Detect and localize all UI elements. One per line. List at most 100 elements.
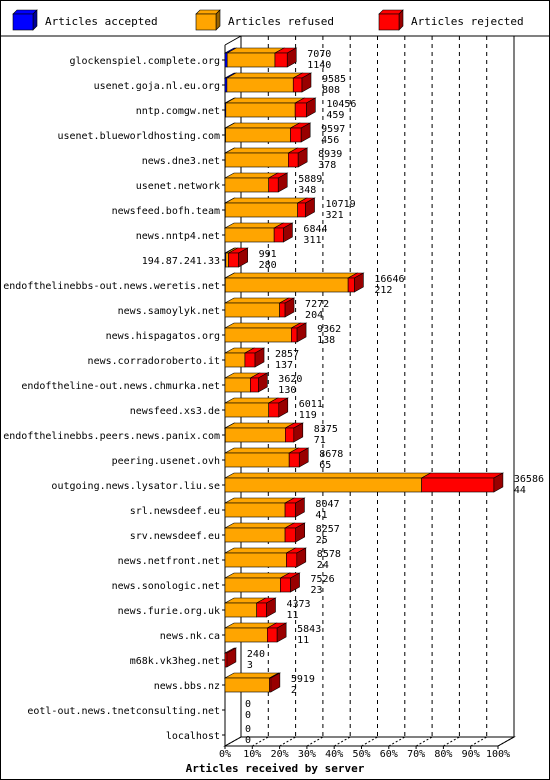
- bar-segment: [228, 252, 239, 268]
- floor-grid-line: [224, 736, 242, 747]
- bar-side-face: [354, 272, 364, 293]
- data-label-bottom: 138: [317, 335, 335, 346]
- category-label: news.nk.ca: [160, 631, 220, 642]
- bar-top-face: [223, 497, 296, 504]
- bar-side-face: [278, 397, 289, 418]
- data-label-bottom: 25: [316, 535, 328, 546]
- bar-segment: [267, 627, 278, 643]
- data-label-top: 5889: [298, 174, 322, 185]
- x-axis-title: Articles received by server: [186, 762, 365, 775]
- category-label: m68k.vk3heg.net: [130, 656, 220, 667]
- data-label-top: 8375: [314, 424, 338, 435]
- data-label-top: 7272: [305, 299, 329, 310]
- bar-top-face: [225, 72, 304, 79]
- data-label-bottom: 41: [315, 510, 327, 521]
- category-label: 194.87.241.33: [142, 256, 220, 267]
- bar-segment: [226, 52, 276, 68]
- data-label-bottom: 0: [245, 735, 251, 746]
- bar-side-face: [300, 122, 311, 143]
- bar-segment: [224, 177, 269, 193]
- data-label-bottom: 456: [321, 135, 339, 146]
- bar-segment: [288, 152, 299, 168]
- bar-segment: [224, 152, 289, 168]
- data-label-top: 240: [247, 649, 265, 660]
- bar-segment: [225, 127, 291, 143]
- data-label-top: 10719: [326, 199, 356, 210]
- bar-segment: [285, 427, 295, 443]
- category-label: newsfeed.bofh.team: [112, 206, 220, 217]
- bar-segment: [292, 77, 303, 93]
- bar-segment: [290, 127, 302, 143]
- bar-side-face: [266, 597, 276, 618]
- legend-label: Articles accepted: [45, 15, 158, 28]
- bar-segment: [224, 627, 268, 643]
- bar-segment: [226, 77, 294, 93]
- category-label: newsfeed.xs3.de: [130, 406, 220, 417]
- data-label-top: 6011: [299, 399, 323, 410]
- category-label: news.netfront.net: [118, 556, 220, 567]
- category-label: nntp.comgw.net: [136, 106, 220, 117]
- bar-segment: [224, 352, 246, 368]
- bar-top-face: [224, 272, 359, 279]
- bar-segment: [225, 252, 229, 268]
- legend-swatch-side: [398, 9, 404, 31]
- bar-segment: [297, 202, 306, 218]
- data-label-top: 8047: [315, 499, 339, 510]
- bar-top-face: [420, 472, 505, 479]
- legend-swatch: [195, 13, 217, 31]
- floor-grid-line: [361, 736, 378, 747]
- data-label-top: 0: [245, 724, 251, 735]
- bar-segment: [273, 227, 284, 243]
- floor-grid-line: [415, 736, 433, 747]
- bar-segment: [224, 202, 298, 218]
- bar-side-face: [226, 647, 237, 668]
- bar-side-face: [276, 622, 287, 643]
- bar-segment: [284, 502, 296, 518]
- category-label: news.hispagatos.org: [106, 331, 220, 342]
- bar-segment: [224, 52, 228, 68]
- data-label-bottom: 321: [326, 210, 344, 221]
- data-label-top: 8939: [318, 149, 342, 160]
- bar-top-face: [224, 97, 306, 104]
- data-label-bottom: 2: [291, 685, 297, 696]
- floor-grid-line: [252, 736, 269, 747]
- bar-side-face: [301, 72, 312, 93]
- x-tick-label: 60%: [380, 749, 398, 760]
- bar-segment: [224, 527, 286, 543]
- data-label-top: 8678: [319, 449, 343, 460]
- bar-segment: [224, 302, 280, 318]
- category-label: news.furie.org.uk: [118, 606, 220, 617]
- floor-grid-line: [470, 736, 487, 747]
- bar-segment: [421, 477, 495, 493]
- bar-segment: [279, 302, 286, 318]
- data-label-bottom: 44: [514, 485, 526, 496]
- data-label-bottom: 11: [286, 610, 298, 621]
- category-label: news.corradoroberto.it: [88, 356, 220, 367]
- data-label-top: 8257: [316, 524, 340, 535]
- legend-label: Articles rejected: [411, 15, 524, 28]
- data-label-bottom: 280: [259, 260, 277, 271]
- bar-top-face: [223, 472, 432, 479]
- bar-segment: [224, 577, 281, 593]
- bar-side-face: [297, 147, 308, 168]
- bar-side-face: [283, 222, 293, 243]
- data-label-top: 7526: [311, 574, 335, 585]
- bar-segment: [280, 577, 291, 593]
- floor-grid-line: [306, 736, 324, 747]
- x-tick-label: 20%: [271, 749, 289, 760]
- bar-side-face: [296, 547, 307, 568]
- data-label-bottom: 1140: [307, 60, 331, 71]
- data-label-top: 0: [245, 699, 251, 710]
- data-label-top: 3620: [278, 374, 302, 385]
- data-label-bottom: 11: [297, 635, 309, 646]
- category-label: news.sonologic.net: [112, 581, 220, 592]
- floor-grid-line: [497, 736, 515, 747]
- bar-side-face: [295, 497, 305, 518]
- data-label-bottom: 3: [247, 660, 253, 671]
- x-tick-label: 50%: [352, 749, 370, 760]
- category-label: localhost: [166, 731, 220, 742]
- x-tick-label: 90%: [462, 749, 480, 760]
- bar-side-face: [270, 672, 281, 693]
- data-label-bottom: 130: [278, 385, 296, 396]
